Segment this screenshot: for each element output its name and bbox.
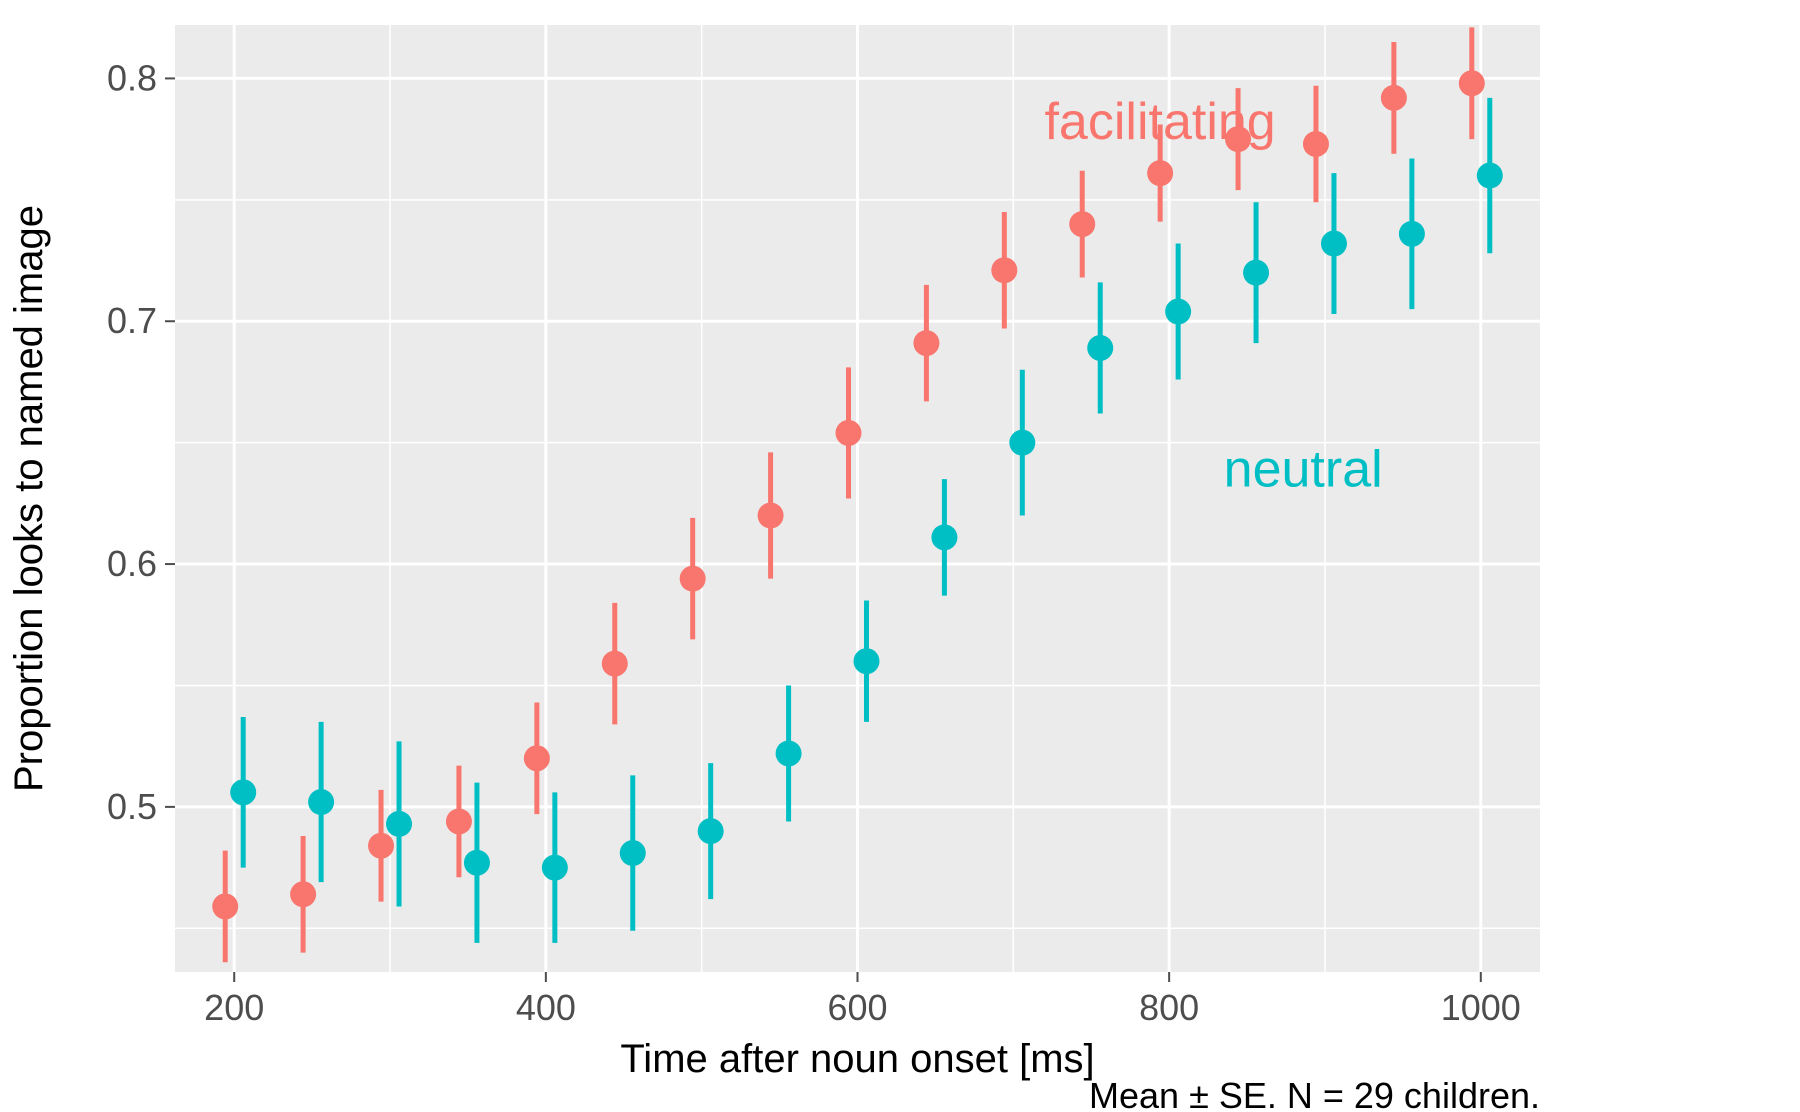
data-point xyxy=(1399,221,1425,247)
series-label-facilitating: facilitating xyxy=(1044,93,1275,151)
data-point xyxy=(446,808,472,834)
y-tick-label: 0.6 xyxy=(107,543,157,584)
data-point xyxy=(1459,70,1485,96)
data-point xyxy=(698,818,724,844)
data-point xyxy=(758,502,784,528)
data-point xyxy=(620,840,646,866)
data-point xyxy=(542,855,568,881)
data-point xyxy=(913,330,939,356)
chart-svg: 200 400 600 800 1000 0.5 0.6 0.7 0.8 Time after n… xyxy=(0,0,1800,1112)
data-point xyxy=(1087,335,1113,361)
x-tick-label: 600 xyxy=(827,987,887,1028)
x-tick-label: 1000 xyxy=(1441,987,1521,1028)
y-tick-label: 0.7 xyxy=(107,300,157,341)
y-tick-label: 0.8 xyxy=(107,57,157,98)
data-point xyxy=(991,257,1017,283)
data-point xyxy=(212,893,238,919)
data-point xyxy=(386,811,412,837)
y-axis-title: Proportion looks to named image xyxy=(7,205,51,792)
data-point xyxy=(308,789,334,815)
caption: Mean ± SE. N = 29 children. xyxy=(1089,1075,1540,1112)
data-point xyxy=(1321,231,1347,257)
data-point xyxy=(854,648,880,674)
x-tick-label: 200 xyxy=(204,987,264,1028)
data-point xyxy=(1147,160,1173,186)
data-point xyxy=(1303,131,1329,157)
series-label-neutral: neutral xyxy=(1224,440,1383,498)
data-point xyxy=(931,524,957,550)
data-point xyxy=(680,566,706,592)
data-point xyxy=(1069,211,1095,237)
data-point xyxy=(836,420,862,446)
x-tick-label: 400 xyxy=(516,987,576,1028)
data-point xyxy=(1165,299,1191,325)
data-point xyxy=(368,833,394,859)
data-point xyxy=(1243,260,1269,286)
data-point xyxy=(1009,430,1035,456)
x-axis-title: Time after noun onset [ms] xyxy=(620,1037,1094,1081)
data-point xyxy=(524,745,550,771)
data-point xyxy=(230,779,256,805)
y-tick-label: 0.5 xyxy=(107,786,157,827)
data-point xyxy=(1381,85,1407,111)
data-point xyxy=(1477,163,1503,189)
x-tick-label: 800 xyxy=(1139,987,1199,1028)
data-point xyxy=(776,740,802,766)
data-point xyxy=(602,651,628,677)
data-point xyxy=(290,881,316,907)
data-point xyxy=(464,850,490,876)
